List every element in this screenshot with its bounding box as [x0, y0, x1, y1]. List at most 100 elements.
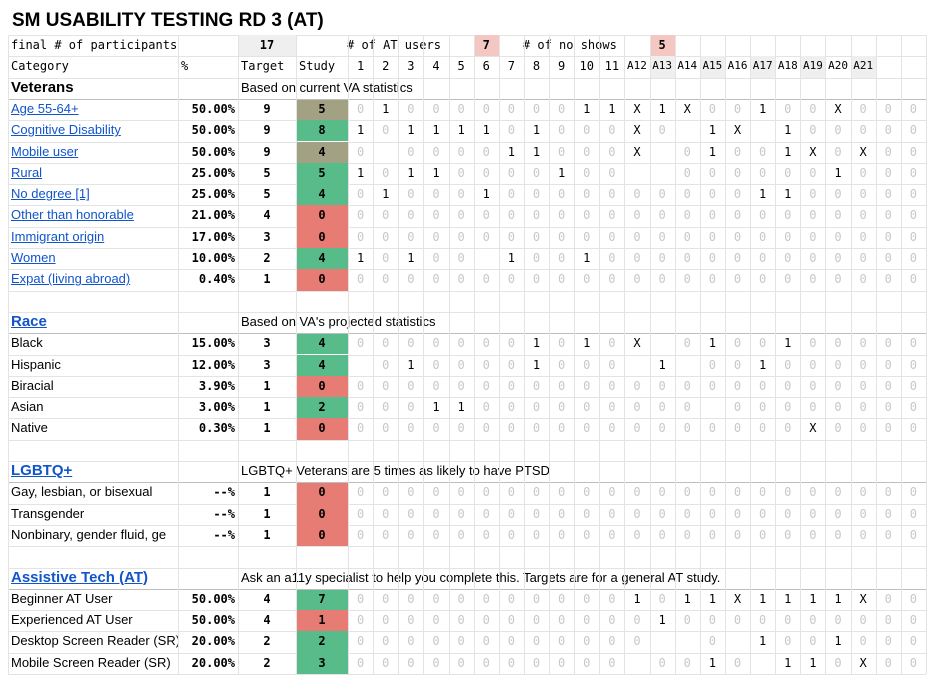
participant-cell[interactable]: 0 [507, 591, 515, 606]
participant-cell[interactable]: 0 [407, 634, 415, 649]
participant-cell[interactable]: 0 [432, 208, 440, 223]
participant-cell[interactable]: 0 [733, 272, 742, 287]
participant-cell[interactable]: 1 [759, 634, 767, 649]
participant-cell[interactable]: 0 [507, 527, 515, 542]
participant-cell[interactable]: 0 [708, 613, 716, 628]
participant-cell[interactable]: 0 [457, 485, 465, 500]
participant-cell[interactable]: 0 [909, 229, 918, 244]
participant-cell[interactable]: 0 [759, 527, 767, 542]
participant-cell[interactable]: 0 [557, 229, 566, 244]
participant-cell[interactable]: 0 [583, 506, 591, 521]
participant-cell[interactable]: 0 [457, 251, 465, 265]
participant-cell[interactable]: 0 [658, 527, 666, 542]
participant-cell[interactable]: 0 [532, 208, 541, 223]
participant-cell[interactable]: 1 [784, 591, 792, 606]
participant-cell[interactable]: 0 [708, 187, 716, 202]
participant-cell[interactable]: 0 [482, 613, 490, 628]
participant-cell[interactable]: 0 [909, 506, 918, 521]
participant-cell[interactable]: 0 [457, 229, 465, 244]
participant-cell[interactable]: 0 [583, 527, 591, 542]
participant-cell[interactable]: 0 [759, 378, 767, 393]
participant-cell[interactable]: 0 [557, 655, 566, 670]
participant-cell[interactable]: 0 [407, 208, 415, 223]
participant-cell[interactable]: 0 [608, 591, 616, 606]
participant-cell[interactable]: 0 [884, 485, 892, 500]
participant-cell[interactable]: 0 [784, 272, 792, 287]
participant-cell[interactable]: 0 [432, 251, 440, 265]
participant-cell[interactable]: 0 [608, 165, 616, 180]
participant-cell[interactable]: 0 [658, 251, 666, 265]
participant-cell[interactable]: 0 [432, 357, 440, 372]
participant-cell[interactable]: 0 [557, 144, 566, 159]
participant-cell[interactable]: 0 [557, 400, 566, 415]
participant-cell[interactable]: 1 [532, 144, 541, 159]
participant-cell[interactable]: 1 [759, 101, 767, 116]
participant-cell[interactable]: 0 [608, 634, 616, 649]
participant-cell[interactable]: 0 [733, 251, 742, 265]
participant-cell[interactable]: 0 [507, 506, 515, 521]
participant-cell[interactable]: 0 [457, 378, 465, 393]
participant-cell[interactable]: 0 [507, 101, 515, 116]
participant-cell[interactable]: 0 [583, 485, 591, 500]
participant-cell[interactable]: 0 [683, 251, 691, 265]
section-title-lgbtq-[interactable]: LGBTQ+ [11, 462, 73, 479]
participant-cell[interactable]: 0 [759, 336, 767, 351]
participant-cell[interactable]: 0 [532, 655, 541, 670]
participant-cell[interactable]: 0 [583, 655, 591, 670]
participant-cell[interactable]: 1 [356, 165, 365, 180]
participant-cell[interactable]: 1 [482, 187, 490, 202]
participant-cell[interactable]: 1 [457, 123, 465, 138]
participant-cell[interactable]: 0 [633, 229, 641, 244]
participant-cell[interactable]: 0 [683, 485, 691, 500]
participant-cell[interactable]: 0 [482, 357, 490, 372]
participant-cell[interactable]: 0 [759, 421, 767, 436]
participant-cell[interactable]: 0 [784, 208, 792, 223]
participant-cell[interactable]: 0 [683, 506, 691, 521]
participant-cell[interactable]: 0 [557, 613, 566, 628]
participant-cell[interactable]: 1 [382, 187, 390, 202]
participant-cell[interactable]: 0 [356, 591, 365, 606]
participant-cell[interactable]: 0 [784, 357, 792, 372]
participant-cell[interactable]: 0 [683, 421, 691, 436]
participant-cell[interactable]: 0 [884, 400, 892, 415]
participant-cell[interactable]: 0 [834, 229, 842, 244]
participant-cell[interactable]: 0 [859, 229, 867, 244]
participant-cell[interactable]: 0 [784, 165, 792, 180]
participant-cell[interactable]: 0 [909, 336, 918, 351]
participant-cell[interactable]: 0 [356, 421, 365, 436]
participant-cell[interactable]: 0 [658, 421, 666, 436]
participant-cell[interactable]: 0 [482, 144, 490, 159]
participant-cell[interactable]: 0 [633, 208, 641, 223]
participant-cell[interactable]: 0 [608, 251, 616, 265]
participant-cell[interactable]: X [809, 421, 817, 436]
participant-cell[interactable]: 0 [532, 400, 541, 415]
participant-cell[interactable]: 0 [532, 187, 541, 202]
participant-cell[interactable]: 0 [583, 357, 591, 372]
participant-cell[interactable]: 0 [507, 336, 515, 351]
participant-cell[interactable]: 0 [859, 357, 867, 372]
participant-cell[interactable]: 1 [633, 591, 641, 606]
participant-cell[interactable]: 0 [432, 527, 440, 542]
participant-cell[interactable]: 0 [583, 421, 591, 436]
participant-cell[interactable]: 0 [407, 378, 415, 393]
participant-cell[interactable]: 0 [633, 634, 641, 649]
participant-cell[interactable]: 0 [909, 634, 918, 649]
participant-cell[interactable]: 0 [658, 187, 666, 202]
participant-cell[interactable]: 0 [708, 101, 716, 116]
participant-cell[interactable]: X [859, 591, 867, 606]
participant-cell[interactable]: 0 [784, 378, 792, 393]
participant-cell[interactable]: 0 [708, 485, 716, 500]
category-label-age-55-64-[interactable]: Age 55-64+ [11, 100, 79, 116]
participant-cell[interactable]: 1 [708, 655, 716, 670]
participant-cell[interactable]: 0 [733, 336, 742, 351]
participant-cell[interactable]: 0 [557, 527, 566, 542]
participant-cell[interactable]: 0 [658, 400, 666, 415]
participant-cell[interactable]: 0 [834, 485, 842, 500]
participant-cell[interactable]: 0 [557, 506, 566, 521]
participant-cell[interactable]: 0 [608, 357, 616, 372]
participant-cell[interactable]: 0 [834, 123, 842, 138]
participant-cell[interactable]: 1 [784, 144, 792, 159]
participant-cell[interactable]: 0 [909, 378, 918, 393]
participant-cell[interactable]: 0 [909, 272, 918, 287]
participant-cell[interactable]: 0 [733, 165, 742, 180]
